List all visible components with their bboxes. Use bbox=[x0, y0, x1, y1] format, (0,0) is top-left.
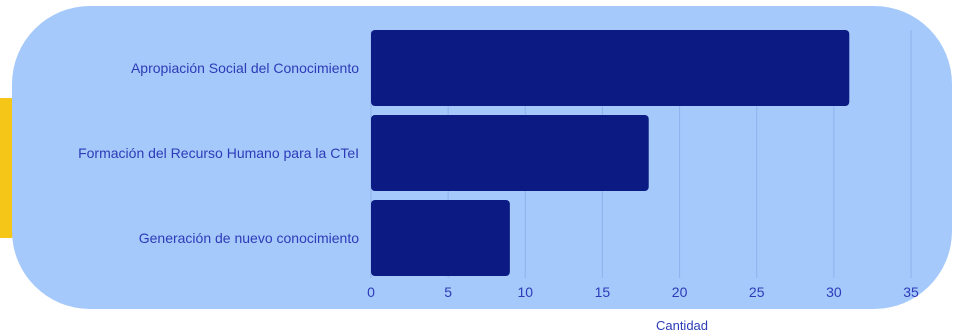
x-tick-label: 5 bbox=[444, 284, 452, 300]
category-label: Apropiación Social del Conocimiento bbox=[131, 60, 359, 76]
x-tick-label: 10 bbox=[517, 284, 533, 300]
bar bbox=[371, 115, 649, 191]
category-label: Formación del Recurso Humano para la CTe… bbox=[78, 145, 359, 161]
x-tick-label: 35 bbox=[903, 284, 919, 300]
bar bbox=[371, 200, 510, 276]
x-axis-label: Cantidad bbox=[656, 318, 708, 333]
x-tick-label: 25 bbox=[749, 284, 765, 300]
x-tick-labels: 0 5 10 15 20 25 30 35 bbox=[367, 284, 919, 300]
x-tick-label: 0 bbox=[367, 284, 375, 300]
bars bbox=[371, 30, 850, 276]
x-tick-label: 15 bbox=[595, 284, 611, 300]
bar bbox=[371, 30, 850, 106]
category-labels: Apropiación Social del Conocimiento Forma… bbox=[78, 60, 359, 246]
x-tick-label: 20 bbox=[672, 284, 688, 300]
x-tick-label: 30 bbox=[826, 284, 842, 300]
category-label: Generación de nuevo conocimiento bbox=[139, 230, 359, 246]
